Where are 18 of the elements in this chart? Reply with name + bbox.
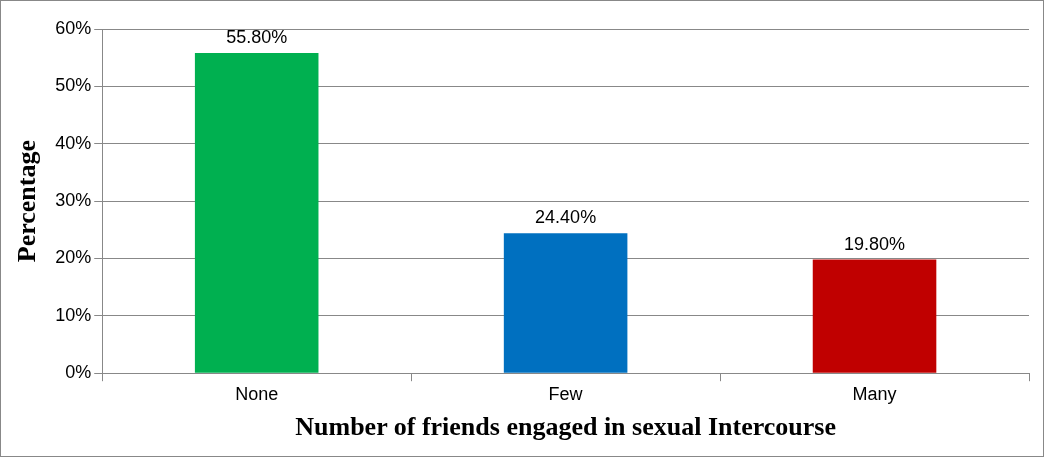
y-tick-label: 0% xyxy=(65,362,92,383)
data-label: 55.80% xyxy=(226,27,288,48)
y-tick-label: 30% xyxy=(55,190,92,211)
x-tick-label: Few xyxy=(548,383,584,404)
data-label: 24.40% xyxy=(535,207,597,228)
y-axis-title: Percentage xyxy=(12,139,42,263)
x-tick-label: Many xyxy=(852,383,897,404)
x-tick-label: None xyxy=(235,383,279,404)
x-axis-title: Number of friends engaged in sexual Intercourse xyxy=(295,412,836,442)
y-tick-label: 40% xyxy=(55,132,92,153)
y-tick-label: 10% xyxy=(55,304,92,325)
bar xyxy=(194,53,319,373)
bar xyxy=(503,233,628,373)
y-tick-label: 60% xyxy=(55,17,92,38)
bar xyxy=(812,259,937,373)
y-tick-label: 20% xyxy=(55,247,92,268)
data-label: 19.80% xyxy=(844,233,906,254)
y-tick-label: 50% xyxy=(55,75,92,96)
